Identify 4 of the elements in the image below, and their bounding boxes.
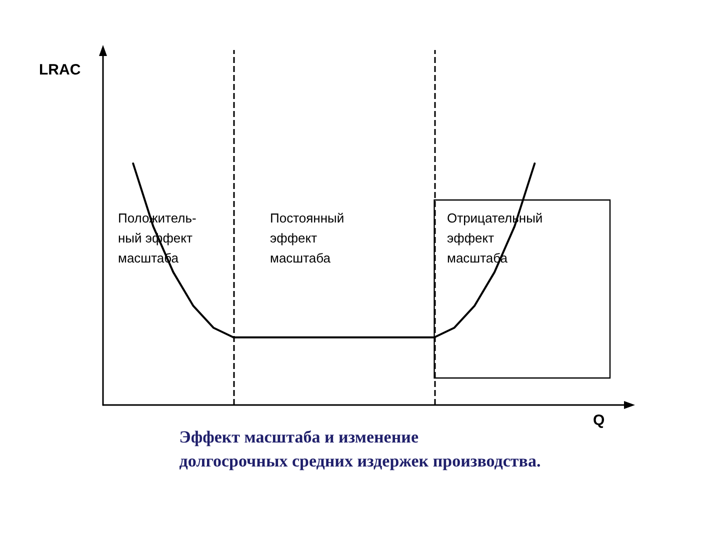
x-axis-title: Q [593, 412, 605, 429]
annotation: Постоянный эффект масштаба [270, 210, 344, 266]
text: Эффект масштаба и изменение долгосрочных средних издержек производства. [179, 428, 541, 470]
text: LRAC [39, 62, 81, 78]
